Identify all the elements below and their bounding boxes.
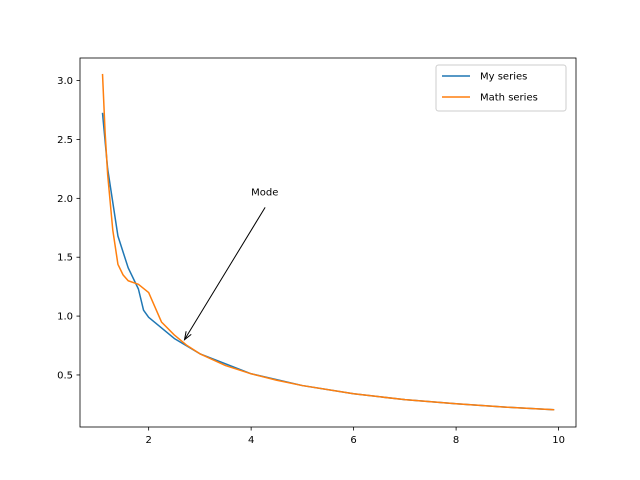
- x-tick-label: 8: [453, 435, 459, 446]
- y-tick-label: 1.0: [57, 312, 73, 323]
- plot-area: [80, 58, 576, 427]
- axes: [79, 57, 577, 428]
- axes-frame: [79, 57, 577, 428]
- y-tick-label: 3.0: [57, 76, 73, 87]
- y-tick-label: 1.5: [57, 253, 73, 264]
- y-axis-ticks: 0.5 1.0 1.5 2.0 2.5 3.0: [57, 76, 80, 381]
- annotations: Mode: [183, 187, 278, 341]
- x-tick-label: 10: [552, 435, 565, 446]
- x-tick-label: 2: [145, 435, 151, 446]
- legend-entry: Math series: [480, 93, 538, 104]
- y-tick-label: 2.0: [57, 194, 73, 205]
- legend-entry: My series: [480, 72, 527, 83]
- series-line-2: [101, 73, 555, 411]
- y-tick-label: 0.5: [57, 370, 73, 381]
- annotation-label: Mode: [251, 187, 278, 198]
- y-tick-label: 2.5: [57, 135, 73, 146]
- annotation-arrow-shaft: [184, 207, 266, 340]
- legend: My series Math series: [435, 64, 567, 112]
- x-tick-label: 4: [248, 435, 254, 446]
- series-lines: [101, 73, 555, 411]
- annotation-arrow-head: [183, 331, 192, 341]
- x-tick-label: 6: [350, 435, 356, 446]
- x-axis-ticks: 2 4 6 8 10: [145, 427, 565, 446]
